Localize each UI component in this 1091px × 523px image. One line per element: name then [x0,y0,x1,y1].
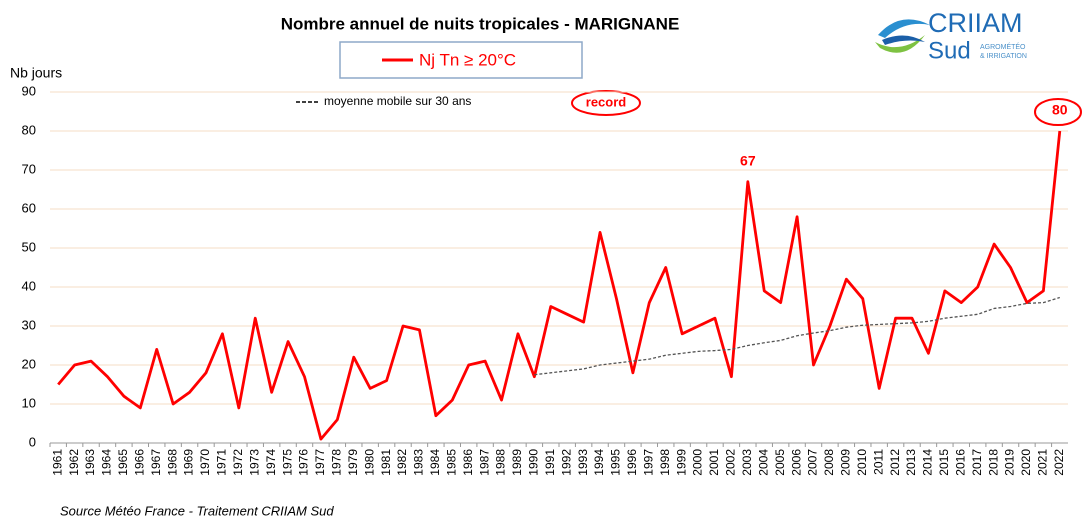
x-tick-label: 1977 [313,449,327,476]
x-tick-label: 1974 [264,449,278,476]
x-tick-label: 1965 [116,449,130,476]
x-tick-label: 1976 [297,449,311,476]
x-tick-label: 1999 [674,449,688,476]
x-tick-label: 2010 [855,449,869,476]
x-tick-label: 1989 [510,449,524,476]
x-tick-label: 1975 [280,449,294,476]
x-tick-label: 2007 [806,449,820,476]
x-tick-label: 1964 [100,449,114,476]
logo: CRIIAM Sud AGROMÉTÉO & IRRIGATION [875,8,1027,64]
chart-title: Nombre annuel de nuits tropicales - MARI… [281,14,680,33]
x-tick-label: 1982 [395,449,409,476]
x-tick-label: 1967 [149,449,163,476]
x-tick-label: 1983 [412,449,426,476]
x-tick-label: 1981 [379,449,393,476]
x-tick-label: 2006 [789,449,803,476]
annotation: record [586,94,627,109]
x-tick-label: 1985 [444,449,458,476]
source: Source Météo France - Traitement CRIIAM … [60,503,334,518]
x-tick-label: 2002 [724,449,738,476]
x-tick-label: 1987 [477,449,491,476]
x-tick-label: 1973 [247,449,261,476]
x-tick-label: 1986 [461,449,475,476]
y-tick-label: 50 [22,239,36,254]
x-tick-label: 1984 [428,449,442,476]
x-tick-label: 2009 [839,449,853,476]
x-tick-label: 2022 [1052,449,1066,476]
x-tick-label: 1979 [346,449,360,476]
x-tick-label: 1968 [165,449,179,476]
x-tick-label: 1969 [182,449,196,476]
y-tick-label: 80 [22,122,36,137]
y-tick-label: 10 [22,395,36,410]
logo-shape [878,19,930,38]
y-tick-label: 70 [22,161,36,176]
logo-text: Sud [928,37,971,64]
x-tick-label: 1978 [330,449,344,476]
x-tick-label: 2012 [888,449,902,476]
legend-label: Nj Tn ≥ 20°C [419,50,516,69]
y-axis-label: Nb jours [10,65,62,81]
logo-text: CRIIAM [928,8,1023,38]
data-label: 67 [740,152,756,168]
x-tick-label: 2020 [1019,449,1033,476]
x-tick-label: 2004 [756,449,770,476]
x-tick-label: 2015 [937,449,951,476]
x-tick-label: 2014 [921,449,935,476]
x-tick-label: 1970 [198,449,212,476]
logo-text: AGROMÉTÉO [980,42,1026,51]
x-tick-label: 2013 [904,449,918,476]
x-tick-label: 1980 [362,449,376,476]
x-tick-label: 1995 [609,449,623,476]
x-tick-label: 2008 [822,449,836,476]
x-tick-label: 1962 [67,449,81,476]
x-tick-label: 2017 [970,449,984,476]
logo-text: & IRRIGATION [980,53,1027,60]
x-tick-label: 2000 [691,449,705,476]
x-tick-label: 1998 [658,449,672,476]
x-tick-label: 1990 [527,449,541,476]
y-tick-label: 90 [22,83,36,98]
x-tick-label: 1991 [543,449,557,476]
record-ellipse [1034,98,1082,126]
x-tick-label: 1993 [576,449,590,476]
logo-shape [882,35,925,45]
x-tick-label: 2011 [871,449,885,475]
x-tick-label: 1997 [641,449,655,476]
series-line [57,130,1062,441]
y-tick-label: 0 [29,434,36,449]
x-tick-label: 1992 [559,449,573,476]
x-tick-label: 2016 [953,449,967,476]
y-tick-label: 30 [22,317,36,332]
record-ellipse [571,90,641,116]
x-tick-label: 1996 [625,449,639,476]
y-tick-label: 60 [22,200,36,215]
y-tick-label: 20 [22,356,36,371]
x-tick-label: 2021 [1036,449,1050,476]
x-tick-label: 1994 [592,449,606,476]
legend-box [339,41,583,79]
legend-label: moyenne mobile sur 30 ans [324,94,471,108]
x-tick-label: 1971 [215,449,229,476]
x-tick-label: 1966 [132,449,146,476]
series-line [534,296,1060,376]
x-tick-label: 2019 [1003,449,1017,476]
x-tick-label: 2018 [986,449,1000,476]
logo-shape [875,35,925,53]
x-tick-label: 1972 [231,449,245,476]
x-tick-label: 2005 [773,449,787,476]
x-tick-label: 1988 [494,449,508,476]
x-tick-label: 2003 [740,449,754,476]
x-tick-label: 1961 [50,449,64,476]
x-tick-label: 2001 [707,449,721,476]
data-label: 80 [1052,102,1068,118]
y-tick-label: 40 [22,278,36,293]
x-tick-label: 1963 [83,449,97,476]
